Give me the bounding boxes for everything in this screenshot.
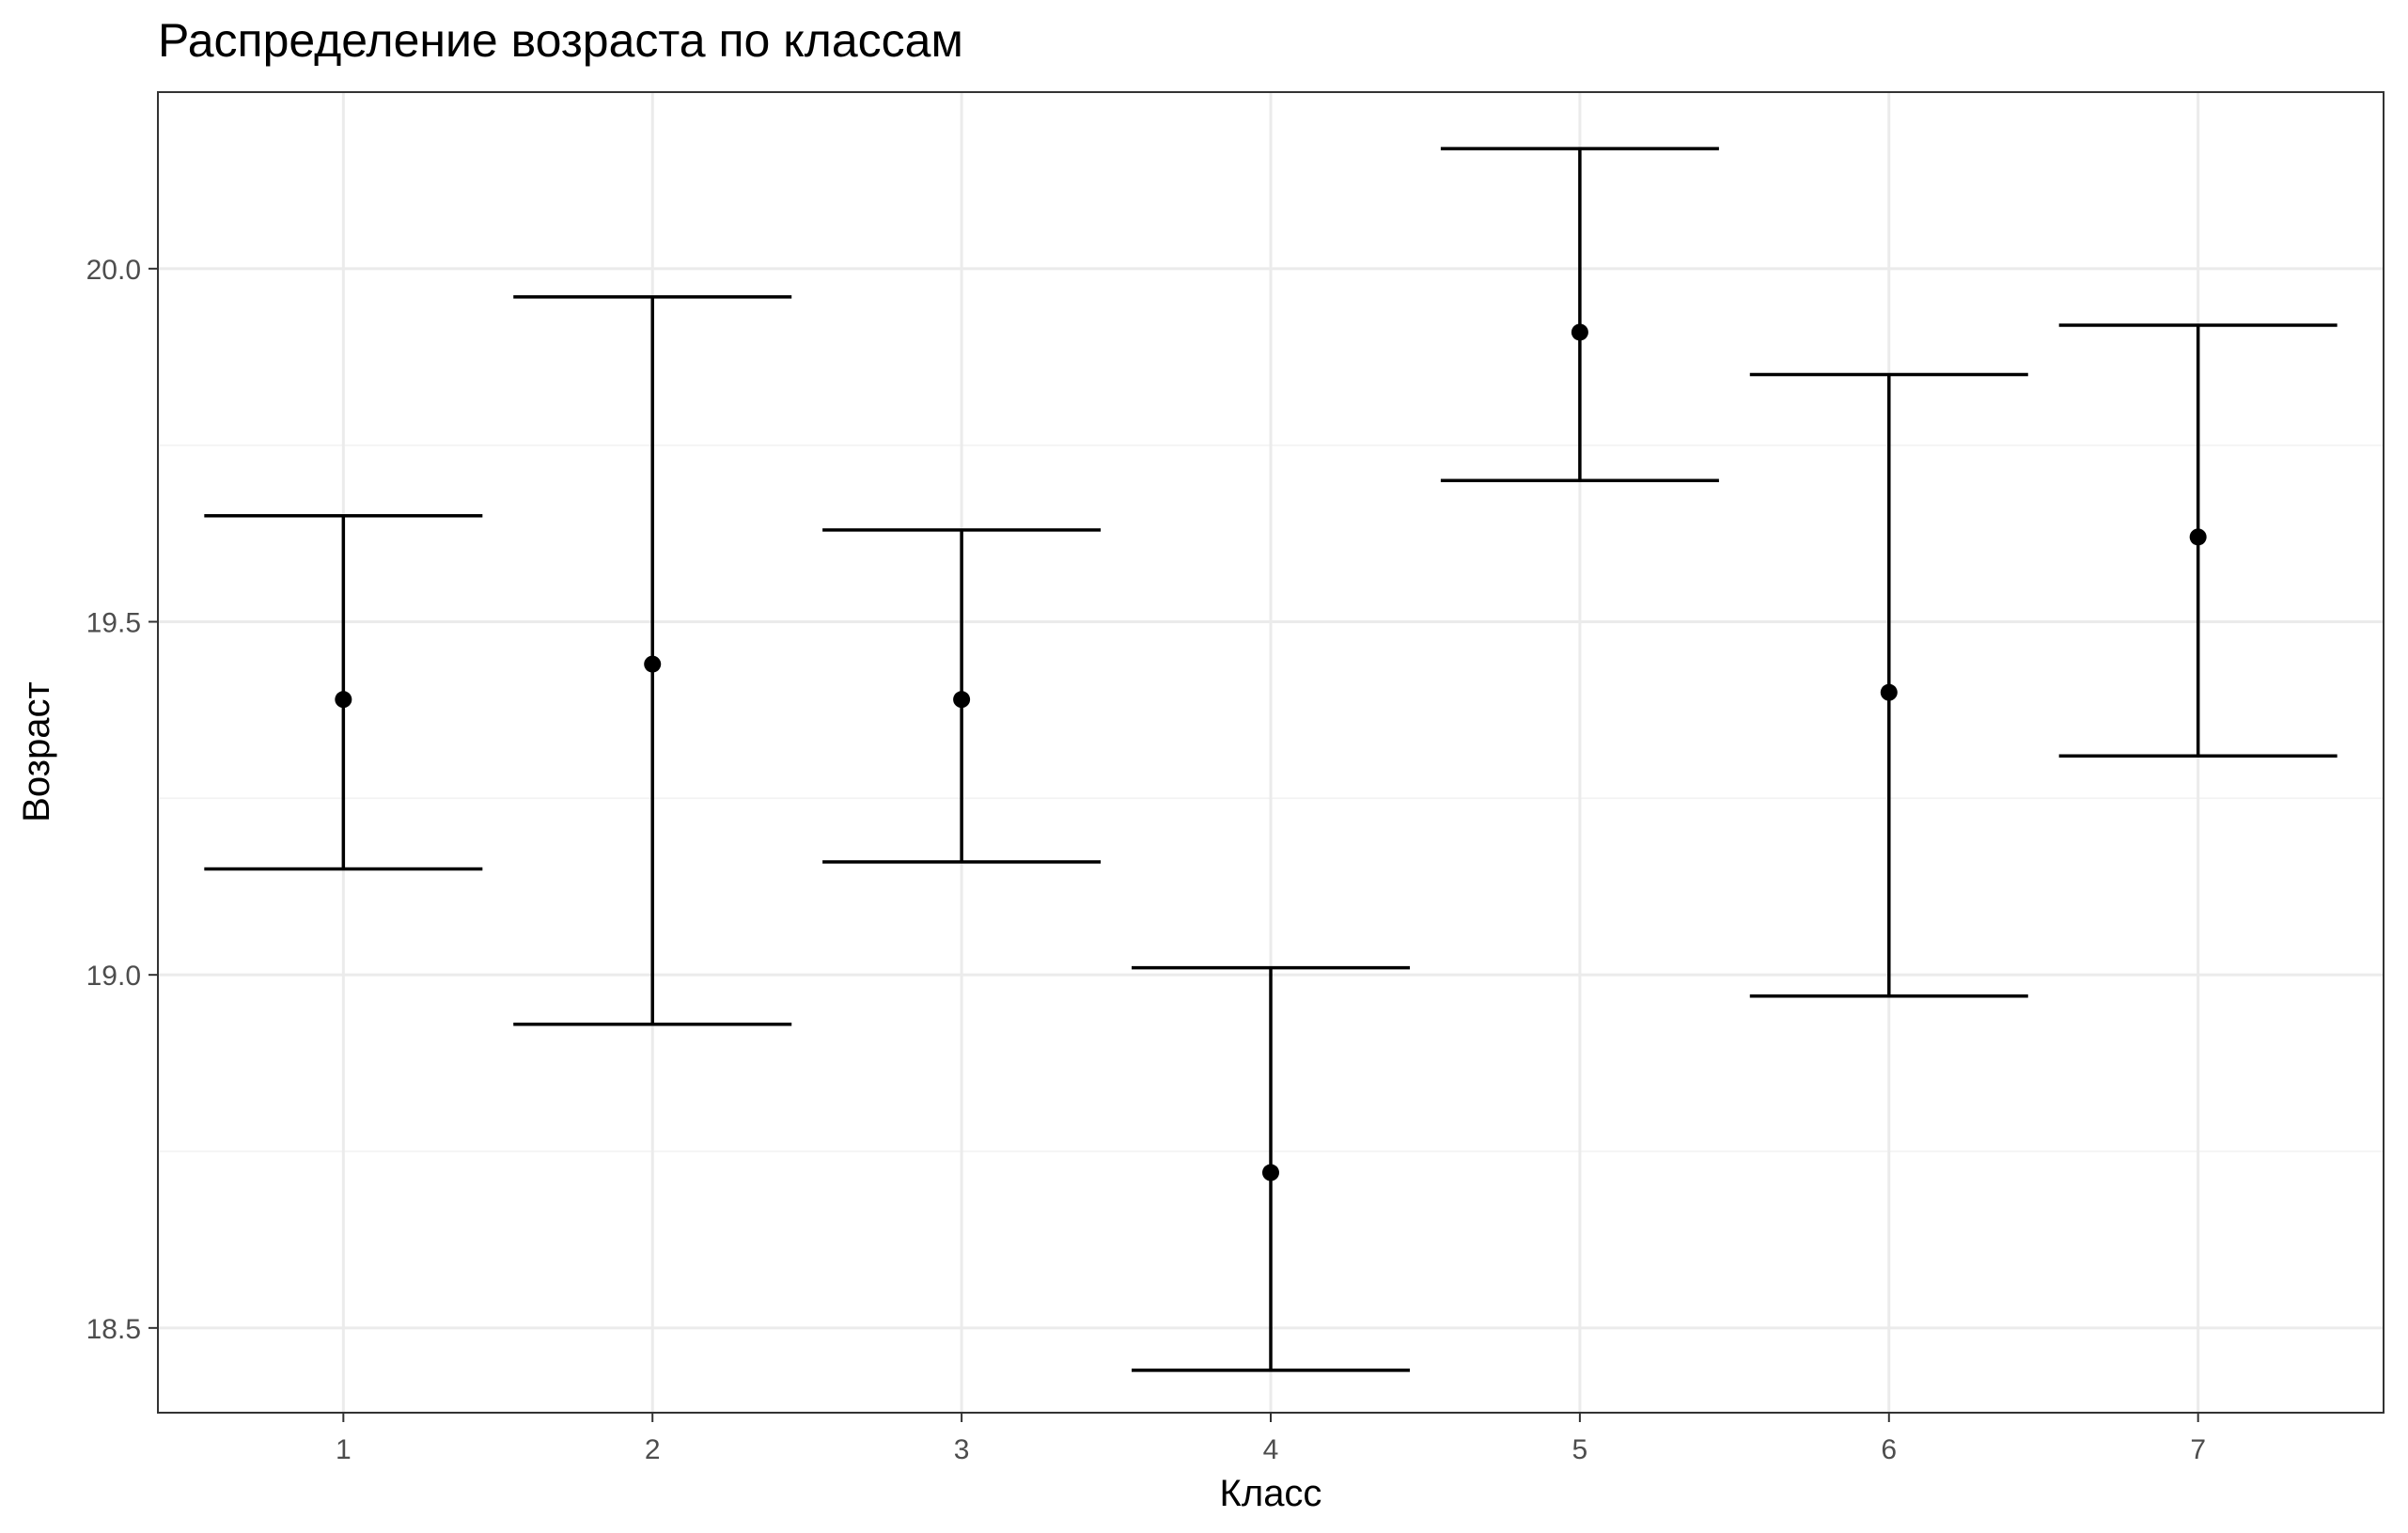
mean-point: [953, 691, 971, 709]
y-tick-label: 18.5: [86, 1314, 141, 1345]
x-tick-label: 1: [336, 1434, 352, 1465]
axes: 18.5 19.0 19.5 20.0 1 2 3 4 5 6 7: [86, 255, 2206, 1465]
y-axis-title: Возраст: [16, 681, 57, 822]
y-tick-label: 19.0: [86, 961, 141, 992]
mean-point: [1571, 323, 1588, 341]
y-tick-label: 20.0: [86, 255, 141, 286]
x-tick-label: 3: [954, 1434, 970, 1465]
series-errorbars: [204, 147, 2338, 1372]
errorbar-class-1: [204, 514, 483, 871]
mean-point: [335, 691, 352, 709]
x-tick-label: 5: [1572, 1434, 1588, 1465]
x-tick-label: 7: [2190, 1434, 2206, 1465]
mean-point: [1880, 683, 1898, 701]
chart-title: Распределение возраста по классам: [158, 14, 963, 67]
x-axis-title: Класс: [1220, 1473, 1322, 1514]
errorbar-class-6: [1749, 372, 2028, 998]
errorbar-class-7: [2058, 323, 2338, 759]
x-tick-label: 4: [1263, 1434, 1279, 1465]
x-tick-label: 2: [645, 1434, 661, 1465]
y-tick-label: 19.5: [86, 608, 141, 639]
errorbar-class-2: [513, 295, 792, 1026]
x-tick-label: 6: [1881, 1434, 1897, 1465]
mean-point: [2189, 528, 2207, 546]
errorbar-class-5: [1440, 147, 1719, 482]
mean-point: [644, 655, 662, 673]
errorbar-class-4: [1132, 965, 1410, 1372]
mean-point: [1262, 1164, 1279, 1181]
errorbar-class-3: [822, 528, 1102, 864]
